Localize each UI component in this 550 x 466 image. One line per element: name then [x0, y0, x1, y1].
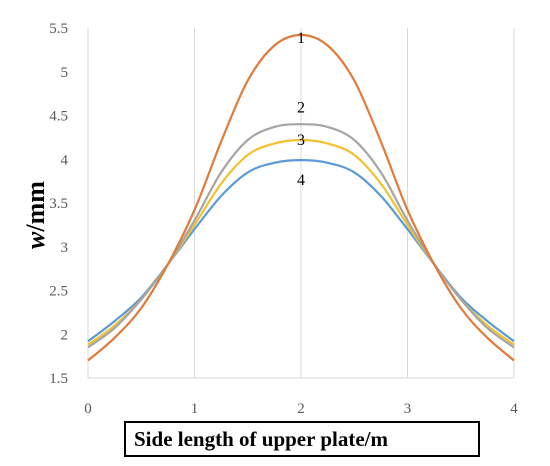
curve-label-1: 1 — [297, 30, 305, 47]
series-line-2 — [87, 123, 515, 349]
y-tick-labels: 1.5 2 2.5 3 3.5 4 4.5 5 5.5 — [49, 21, 68, 387]
series-lines — [87, 33, 515, 362]
y-tick-label: 5.5 — [49, 21, 68, 37]
y-tick-label: 4.5 — [49, 109, 68, 125]
series-line-1 — [87, 33, 515, 362]
curve-label-4: 4 — [297, 172, 305, 189]
curve-label-3: 3 — [297, 132, 305, 149]
curve-labels: 1 2 3 4 — [297, 30, 305, 189]
y-tick-label: 2.5 — [49, 284, 68, 300]
y-tick-label: 1.5 — [49, 371, 68, 387]
y-axis-label-variable: w — [21, 231, 50, 249]
y-tick-label: 4 — [61, 152, 69, 168]
x-tick-label: 0 — [84, 401, 92, 417]
y-tick-label: 5 — [61, 65, 69, 81]
x-tick-label: 3 — [404, 401, 412, 417]
x-tick-labels: 0 1 2 3 4 — [84, 401, 518, 417]
y-axis-label: w/mm — [21, 181, 50, 249]
x-tick-label: 2 — [297, 401, 305, 417]
y-tick-label: 3.5 — [49, 196, 68, 212]
y-axis-label-unit: /mm — [21, 181, 50, 233]
x-tick-label: 4 — [510, 401, 518, 417]
y-tick-label: 2 — [61, 327, 69, 343]
x-axis-label: Side length of upper plate/m — [124, 421, 480, 457]
curve-label-2: 2 — [297, 99, 305, 116]
x-tick-label: 1 — [191, 401, 199, 417]
grid-lines — [87, 28, 515, 379]
y-tick-label: 3 — [61, 240, 69, 256]
